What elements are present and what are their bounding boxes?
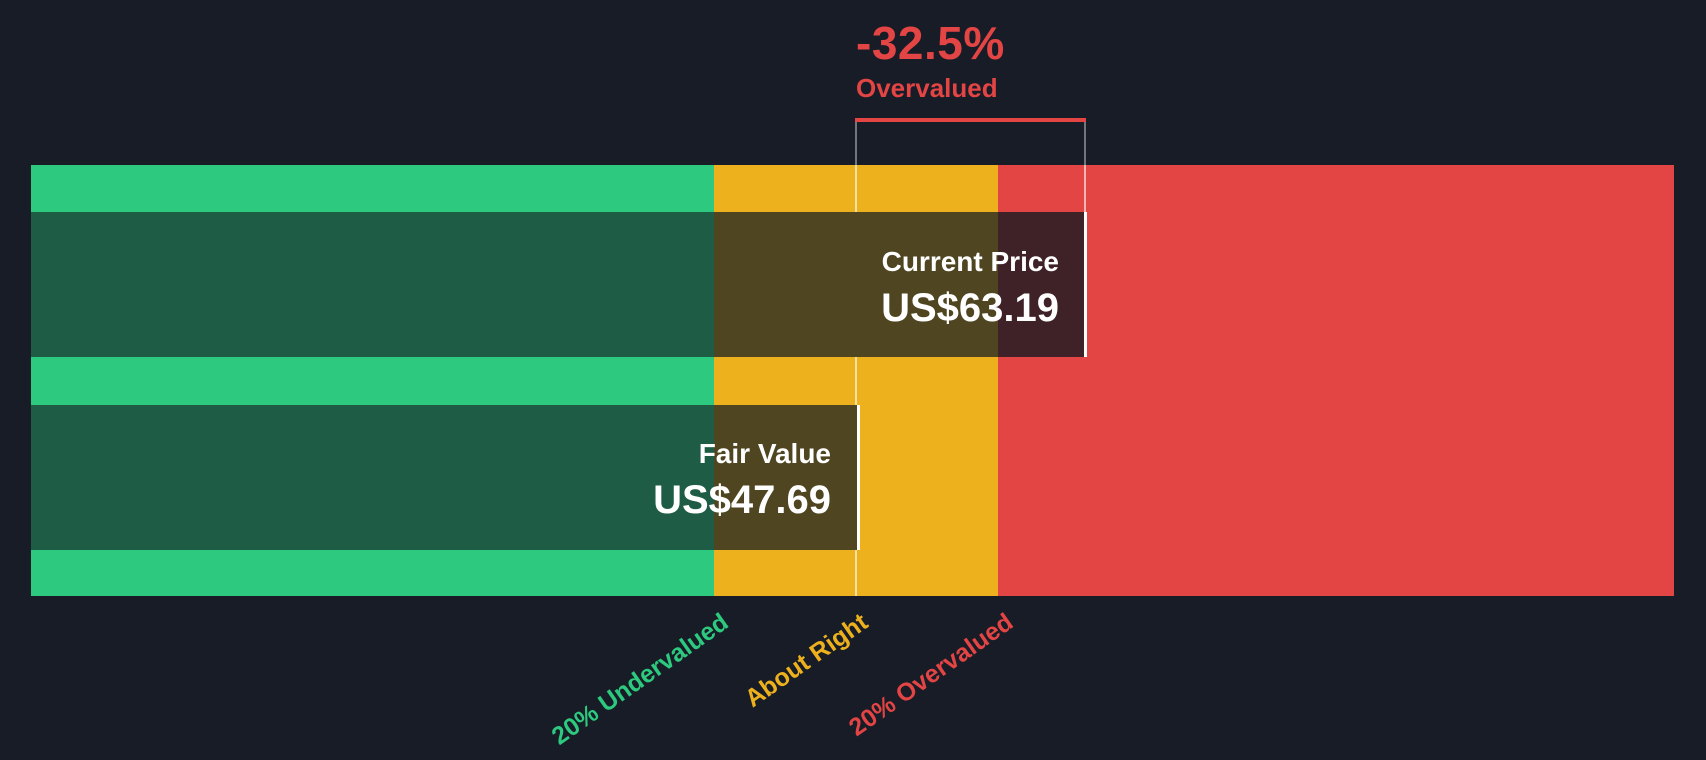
discount-status: Overvalued xyxy=(856,73,998,103)
current-price-bar-yellow-segment xyxy=(714,212,998,357)
discount-annotation: -32.5% Overvalued xyxy=(856,20,1005,101)
fair-value-bar-yellow-segment xyxy=(714,405,857,550)
zone-label-undervalued: 20% Undervalued xyxy=(546,608,734,751)
current-price-bar xyxy=(31,212,1087,357)
current-price-label: Current Price xyxy=(881,246,1059,277)
fair-value-guide-line xyxy=(855,165,857,596)
bracket-right-line xyxy=(1084,122,1086,166)
current-price-value: US$63.19 xyxy=(881,285,1059,330)
discount-percent: -32.5% xyxy=(856,17,1005,69)
fair-value-text: Fair Value US$47.69 xyxy=(0,437,831,522)
fair-value-value: US$47.69 xyxy=(653,477,831,522)
current-price-bar-green-segment xyxy=(31,212,714,357)
bracket-top-line xyxy=(855,118,1086,122)
bracket-left-line xyxy=(855,122,857,166)
fair-value-bar-green-segment xyxy=(31,405,714,550)
current-price-bar-red-segment xyxy=(998,212,1084,357)
fair-value-label: Fair Value xyxy=(698,438,831,469)
zone-overvalued xyxy=(998,165,1674,596)
fair-value-bar xyxy=(31,405,860,550)
valuation-band xyxy=(31,165,1674,596)
current-price-text: Current Price US$63.19 xyxy=(0,245,1059,330)
zone-label-about-right: About Right xyxy=(739,608,874,713)
